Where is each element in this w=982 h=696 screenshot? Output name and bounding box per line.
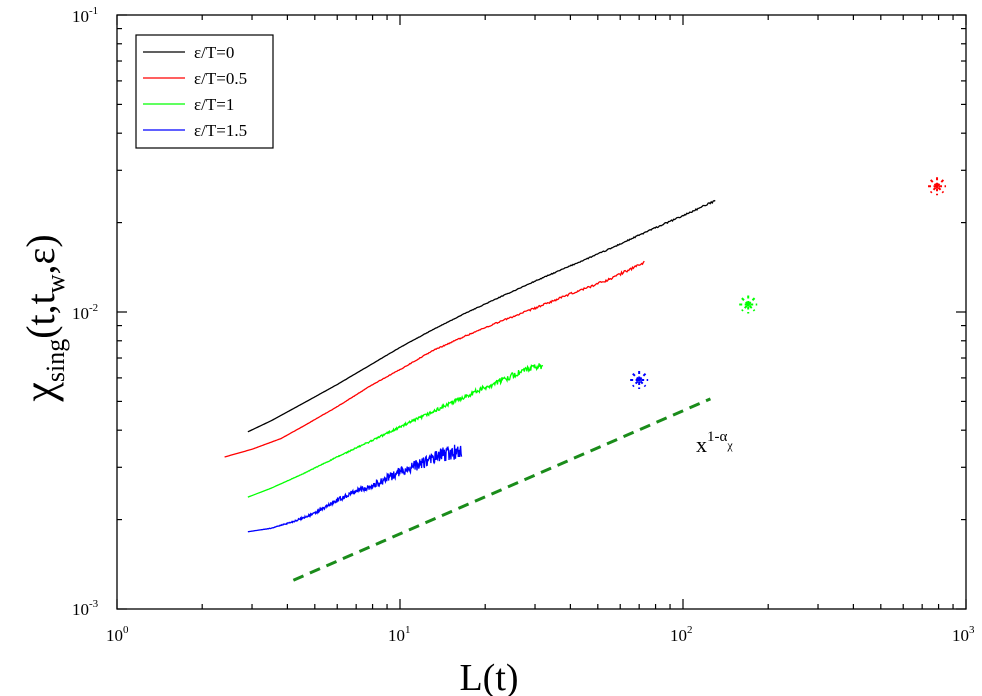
asterisk-center bbox=[637, 378, 641, 382]
series-line bbox=[247, 199, 716, 433]
asterisk-stroke bbox=[741, 297, 756, 312]
x-axis-tick-labels: 100 101 102 103 bbox=[106, 624, 975, 645]
legend-label: ε/T=1 bbox=[194, 95, 234, 114]
asterisk-stroke bbox=[929, 179, 945, 194]
asterisk-stroke bbox=[929, 179, 945, 194]
asterisk-stroke bbox=[741, 297, 756, 312]
legend-box bbox=[135, 34, 274, 149]
asterisk-center bbox=[935, 184, 939, 189]
y-axis-tick-labels: 10-3 10-2 10-1 bbox=[72, 5, 99, 619]
scaling-annotation: x1-αχ bbox=[696, 429, 733, 457]
y-tick-label: 10-3 bbox=[72, 598, 99, 619]
legend-label: ε/T=0.5 bbox=[194, 69, 247, 88]
asterisk-center bbox=[746, 302, 751, 307]
x-tick-label: 102 bbox=[670, 624, 693, 645]
asterisk-marker bbox=[630, 371, 649, 390]
x-tick-label: 103 bbox=[952, 624, 975, 645]
y-tick-label: 10-2 bbox=[72, 302, 98, 323]
asterisk-marker bbox=[928, 177, 947, 196]
series-line bbox=[224, 260, 645, 458]
x-axis-label: L(t) bbox=[459, 657, 518, 696]
series-line bbox=[247, 363, 544, 498]
legend-label: ε/T=0 bbox=[194, 43, 234, 62]
asterisk-markers bbox=[630, 177, 947, 390]
x-tick-label: 100 bbox=[106, 624, 129, 645]
asterisk-marker bbox=[739, 295, 758, 314]
x-axis-ticks bbox=[116, 15, 967, 609]
guide-line bbox=[292, 397, 712, 582]
x-tick-label: 101 bbox=[388, 624, 411, 645]
series-line bbox=[247, 444, 463, 533]
legend: ε/T=0 ε/T=0.5 ε/T=1 ε/T=1.5 bbox=[135, 34, 274, 149]
asterisk-stroke bbox=[632, 372, 647, 388]
legend-label: ε/T=1.5 bbox=[194, 121, 247, 140]
y-tick-label: 10-1 bbox=[72, 5, 98, 26]
series-lines bbox=[224, 199, 716, 533]
y-axis-ticks bbox=[117, 14, 966, 610]
asterisk-stroke bbox=[632, 372, 647, 388]
y-axis-label: χsing(t,tw,ε) bbox=[15, 234, 70, 402]
